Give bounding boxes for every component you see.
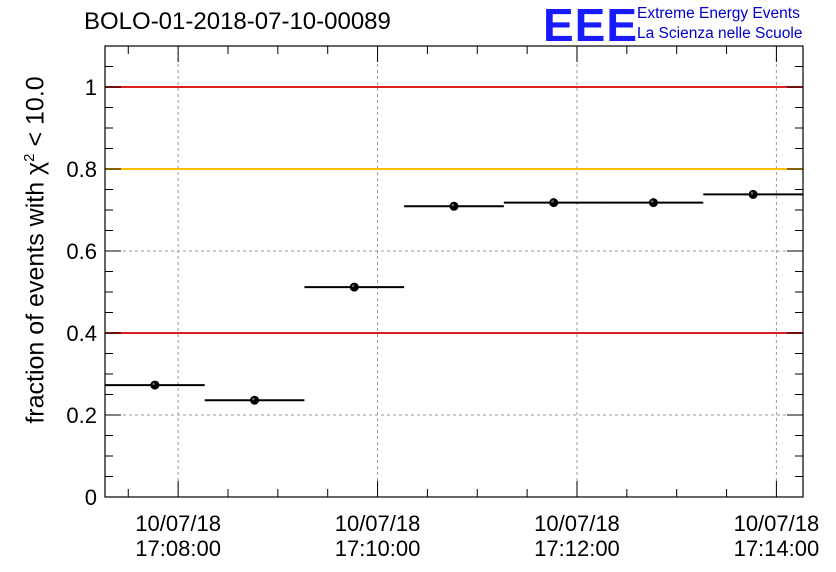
data-point-highlight-0 bbox=[152, 382, 155, 386]
x-tick-label-date-0: 10/07/18 bbox=[135, 511, 221, 536]
logo-line-2: La Scienza nelle Scuole bbox=[637, 25, 803, 42]
x-tick-label-time-2: 17:12:00 bbox=[534, 536, 620, 561]
tick-labels: 00.20.40.60.8110/07/1817:08:0010/07/1817… bbox=[66, 75, 819, 561]
data-point-3 bbox=[449, 201, 459, 211]
y-tick-label-5: 1 bbox=[85, 75, 97, 100]
data-point-highlight-1 bbox=[252, 397, 255, 401]
eee-logo-text: Extreme Energy Events La Scienza nelle S… bbox=[637, 4, 802, 44]
data-points bbox=[105, 189, 803, 405]
data-point-2 bbox=[349, 282, 359, 292]
data-point-1 bbox=[250, 395, 260, 405]
x-tick-label-time-3: 17:14:00 bbox=[734, 536, 820, 561]
x-tick-label-time-1: 17:10:00 bbox=[335, 536, 421, 561]
y-tick-label-2: 0.4 bbox=[66, 321, 97, 346]
reference-lines bbox=[105, 86, 803, 334]
logo-line-1: Extreme Energy Events bbox=[637, 5, 800, 22]
data-point-highlight-6 bbox=[750, 191, 754, 195]
plot-frame bbox=[104, 45, 804, 498]
y-tick-label-4: 0.8 bbox=[66, 157, 97, 182]
y-tick-label-0: 0 bbox=[85, 485, 97, 510]
data-point-highlight-4 bbox=[551, 200, 554, 203]
x-tick-label-date-2: 10/07/18 bbox=[534, 511, 620, 536]
data-point-highlight-3 bbox=[451, 203, 455, 207]
data-point-5 bbox=[648, 198, 658, 208]
data-point-0 bbox=[150, 380, 160, 390]
eee-logo-mark: EEE bbox=[543, 0, 639, 51]
grid-layer bbox=[105, 46, 803, 497]
data-point-highlight-5 bbox=[650, 200, 654, 203]
axes bbox=[104, 45, 804, 498]
y-tick-label-3: 0.6 bbox=[66, 239, 97, 264]
x-tick-label-time-0: 17:08:00 bbox=[135, 536, 221, 561]
y-tick-label-1: 0.2 bbox=[66, 403, 97, 428]
x-tick-label-date-3: 10/07/18 bbox=[734, 511, 820, 536]
data-point-highlight-2 bbox=[351, 284, 355, 288]
chart-title: BOLO-01-2018-07-10-00089 bbox=[84, 8, 391, 35]
x-tick-label-date-1: 10/07/18 bbox=[335, 511, 421, 536]
data-point-6 bbox=[748, 189, 758, 199]
data-point-4 bbox=[549, 198, 559, 208]
